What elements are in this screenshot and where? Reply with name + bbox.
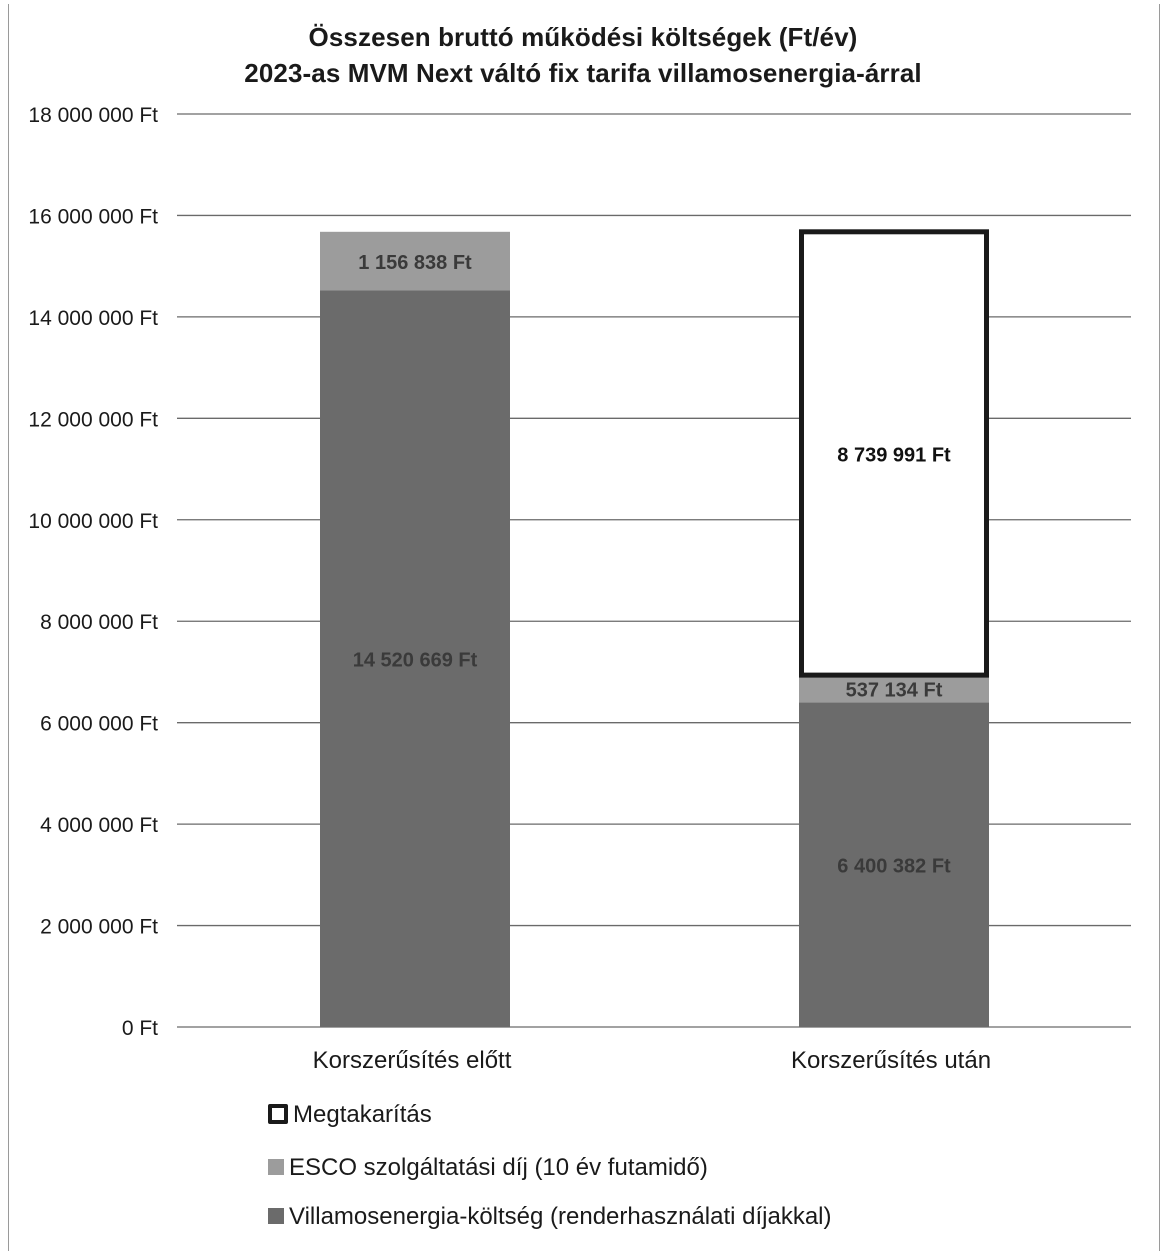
bar-esco [320,231,510,291]
y-tick-label: 18 000 000 Ft [28,104,158,127]
bar-esco [799,675,989,703]
data-label: 1 156 838 Ft [358,252,472,274]
legend-label-savings: Megtakarítás [293,1101,432,1128]
y-tick-label: 14 000 000 Ft [28,307,158,330]
y-tick-label: 8 000 000 Ft [40,611,158,634]
data-label: 537 134 Ft [846,680,943,702]
y-tick-label: 10 000 000 Ft [28,510,158,533]
legend-swatch-esco [268,1158,284,1175]
legend-item-esco: ESCO szolgáltatási díj (10 év futamidő) [268,1153,708,1183]
chart-title: Összesen bruttó működési költségek (Ft/é… [308,22,858,52]
chart-subtitle: 2023-as MVM Next váltó fix tarifa villam… [244,58,922,88]
legend-swatch-savings [268,1103,288,1124]
data-label: 14 520 669 Ft [353,650,478,672]
chart-frame [8,4,1160,1251]
y-tick-label: 0 Ft [122,1017,158,1040]
y-tick-label: 2 000 000 Ft [40,916,158,939]
y-tick-label: 16 000 000 Ft [28,205,158,228]
data-label: 8 739 991 Ft [837,444,951,466]
bar-savings [799,229,989,678]
data-label: 6 400 382 Ft [837,856,951,878]
x-category-label: Korszerűsítés előtt [313,1047,512,1074]
x-category-label: Korszerűsítés után [791,1047,991,1074]
legend-item-electricity: Villamosenergia-költség (renderhasználat… [268,1202,832,1232]
y-tick-label: 12 000 000 Ft [28,408,158,431]
legend-item-savings: Megtakarítás [268,1100,432,1130]
legend-label-electricity: Villamosenergia-költség (renderhasználat… [289,1203,832,1230]
bar-electricity [799,702,989,1027]
y-tick-label: 4 000 000 Ft [40,814,158,837]
legend-label-esco: ESCO szolgáltatási díj (10 év futamidő) [289,1154,708,1181]
legend-swatch-electricity [268,1207,284,1224]
y-tick-label: 6 000 000 Ft [40,713,158,736]
bar-electricity [320,290,510,1028]
